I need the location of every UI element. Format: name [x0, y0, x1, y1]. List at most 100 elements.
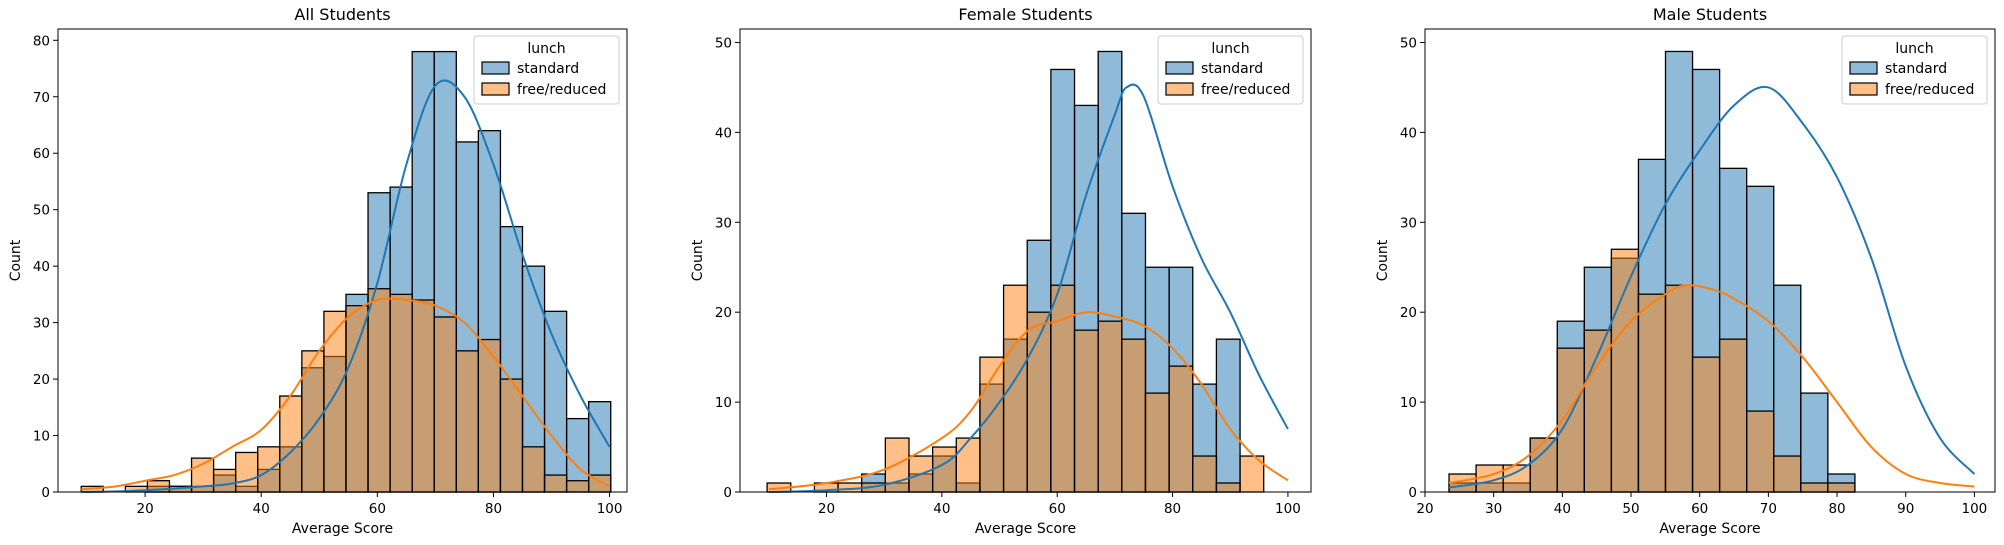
bars-free-reduced	[766, 284, 1265, 493]
legend-title: lunch	[1895, 41, 1933, 57]
bar	[931, 446, 957, 493]
legend-label: free/reduced	[1885, 82, 1974, 98]
x-tick-label: 30	[1485, 501, 1502, 517]
axes-frame	[57, 28, 628, 493]
x-tick-label: 60	[369, 501, 386, 517]
y-tick-label: 70	[33, 90, 50, 106]
x-tick-label: 20	[818, 501, 835, 517]
y-axis-label: Count	[8, 239, 24, 281]
chart-title: Female Students	[958, 5, 1092, 24]
legend-box	[473, 35, 620, 105]
axes-frame	[739, 28, 1312, 493]
legend-swatch	[481, 61, 510, 75]
legend-swatch	[1849, 82, 1878, 96]
bar	[1144, 392, 1170, 493]
y-tick-label: 80	[33, 33, 50, 49]
y-tick-label: 30	[715, 215, 732, 231]
y-tick-label: 50	[715, 35, 732, 51]
legend-swatch	[481, 82, 510, 96]
bar	[1664, 284, 1694, 493]
legend: lunch standard free/reduced	[473, 35, 620, 105]
y-tick-label: 10	[33, 429, 50, 445]
kde-line-standard	[1448, 85, 1976, 489]
x-tick-label: 40	[1554, 501, 1571, 517]
bar	[1746, 410, 1775, 493]
kde-line-free-reduced	[81, 297, 611, 491]
x-tick-label: 80	[1164, 501, 1181, 517]
bar	[1637, 293, 1667, 493]
axes-frame	[1424, 28, 1996, 493]
x-axis-label: Average Score	[1659, 521, 1760, 537]
y-tick-label: 30	[33, 316, 50, 332]
y-tick-label: 50	[1400, 35, 1417, 51]
x-tick-label: 40	[253, 501, 270, 517]
subplot-1: 20 40 60 80 100 0 10 20 30 40 50 60 70 80 All Students…	[8, 5, 628, 537]
legend-title: lunch	[1211, 41, 1249, 57]
legend-box	[1157, 35, 1304, 105]
bar	[1026, 311, 1052, 493]
bar	[212, 468, 237, 493]
bar	[1215, 482, 1241, 493]
bar	[1773, 455, 1802, 493]
bars-free-reduced	[1448, 248, 1856, 493]
bar	[1168, 365, 1194, 493]
x-tick-label: 80	[485, 501, 502, 517]
y-axis-label: Count	[1375, 239, 1391, 281]
y-axis-label: Count	[690, 239, 706, 281]
bar	[1610, 248, 1640, 493]
y-tick-label: 20	[715, 305, 732, 321]
legend-label: standard	[1885, 61, 1947, 77]
kde-line-free-reduced	[1448, 284, 1975, 488]
x-axis-label: Average Score	[975, 521, 1076, 537]
x-tick-label: 70	[1760, 501, 1777, 517]
x-tick-label: 100	[597, 501, 623, 517]
x-tick-label: 100	[1275, 501, 1301, 517]
y-tick-label: 0	[1408, 485, 1417, 501]
y-tick-label: 0	[723, 485, 732, 501]
bar	[521, 446, 546, 493]
subplot-3: 20 30 40 50 60 70 80 90 100 0 10 20 30 40 50 Male Stude…	[1375, 5, 1996, 537]
x-tick-label: 50	[1622, 501, 1639, 517]
legend: lunch standard free/reduced	[1157, 35, 1304, 105]
bar	[543, 474, 568, 493]
bar	[1002, 284, 1028, 493]
y-tick-label: 60	[33, 146, 50, 162]
legend-label: standard	[1201, 61, 1263, 77]
kde-line-standard	[768, 83, 1289, 493]
chart-title: Male Students	[1653, 5, 1767, 24]
bar	[1691, 356, 1721, 493]
legend: lunch standard free/reduced	[1841, 35, 1988, 105]
subplot-2: 20 40 60 80 100 0 10 20 30 40 50 Female Students Ave…	[690, 5, 1312, 537]
bar	[1827, 482, 1856, 493]
bar	[1718, 338, 1748, 493]
legend-swatch	[1849, 61, 1878, 75]
bar	[455, 350, 480, 493]
x-tick-label: 100	[1962, 501, 1988, 517]
x-tick-label: 60	[1049, 501, 1066, 517]
bar	[367, 288, 391, 493]
bar	[411, 299, 435, 493]
bar	[1800, 392, 1829, 493]
x-tick-label: 80	[1828, 501, 1845, 517]
bar	[1073, 329, 1099, 493]
y-tick-label: 10	[715, 395, 732, 411]
legend-swatch	[1165, 61, 1194, 75]
bars-free-reduced	[80, 288, 612, 493]
y-tick-label: 30	[1400, 215, 1417, 231]
bar	[1529, 437, 1558, 493]
bar	[565, 480, 590, 493]
bar	[1215, 338, 1241, 493]
legend-box	[1841, 35, 1988, 105]
bar	[433, 316, 457, 493]
kde-line-free-reduced	[768, 311, 1289, 491]
y-tick-label: 10	[1400, 395, 1417, 411]
bar	[543, 310, 568, 493]
y-tick-label: 40	[33, 259, 50, 275]
x-axis-label: Average Score	[292, 521, 393, 537]
legend-title: lunch	[527, 41, 565, 57]
bar	[389, 293, 413, 493]
x-tick-label: 20	[1416, 501, 1433, 517]
x-tick-label: 40	[933, 501, 950, 517]
bar	[345, 305, 369, 493]
